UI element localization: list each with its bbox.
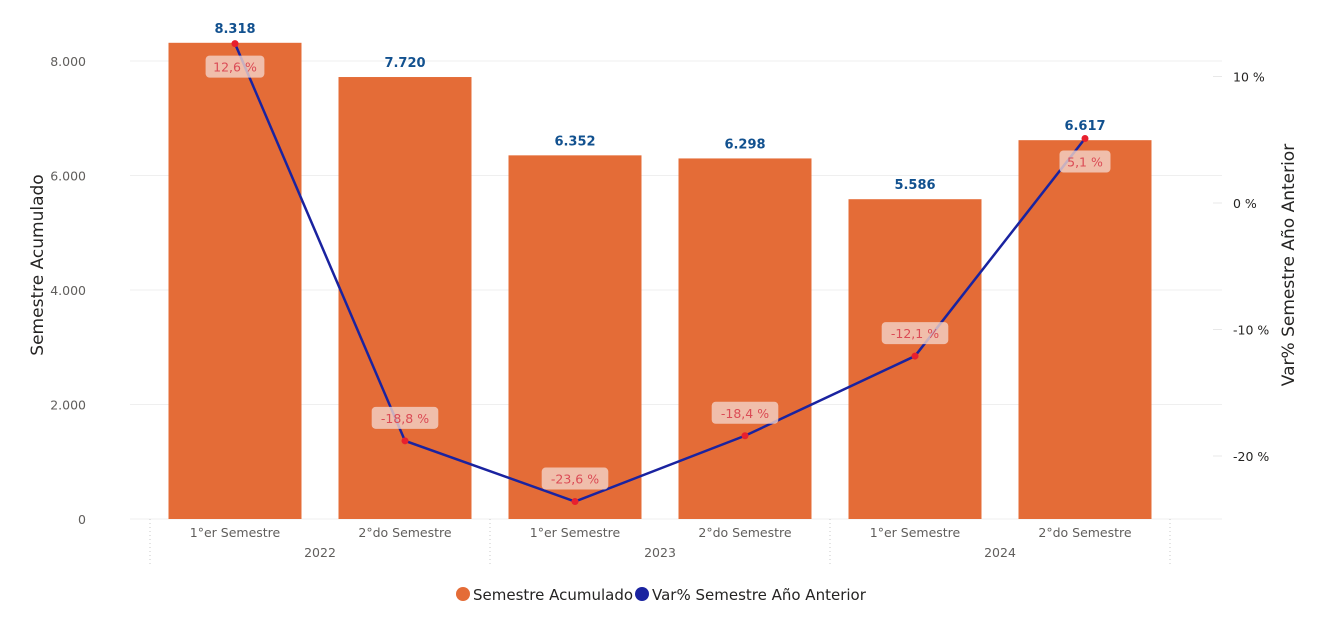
x-tick-label: 1°er Semestre (530, 525, 621, 540)
bar (508, 155, 642, 519)
bar (168, 42, 302, 520)
x-tick-label: 2°do Semestre (358, 525, 452, 540)
x-group-label: 2023 (644, 545, 676, 560)
line-point (231, 40, 239, 48)
bar (338, 77, 472, 519)
x-group-label: 2022 (304, 545, 336, 560)
line-data-label: -18,8 % (381, 411, 429, 426)
legend-label: Semestre Acumulado (473, 586, 633, 604)
line-point (911, 352, 919, 360)
line-data-label: -12,1 % (891, 326, 939, 341)
line-label-bg (541, 467, 609, 490)
y2-tick-label: 10 % (1233, 70, 1265, 85)
x-tick-label: 1°er Semestre (190, 525, 281, 540)
y-tick-label: 8.000 (50, 54, 86, 69)
line-data-label: 12,6 % (213, 60, 257, 75)
y-tick-label: 6.000 (50, 169, 86, 184)
x-tick-label: 1°er Semestre (870, 525, 961, 540)
bar-data-label: 6.298 (724, 137, 765, 152)
y-tick-label: 2.000 (50, 398, 86, 413)
y2-tick-label: 0 % (1233, 196, 1257, 211)
legend-marker-semestre-acumulado (456, 587, 470, 601)
legend-label: Var% Semestre Año Anterior (652, 586, 867, 604)
line-data-label: 5,1 % (1067, 154, 1103, 169)
line-label-bg (1059, 150, 1111, 173)
y2-tick-label: -20 % (1233, 449, 1269, 464)
x-tick-label: 2°do Semestre (698, 525, 792, 540)
x-group-label: 2024 (984, 545, 1016, 560)
y-tick-label: 4.000 (50, 283, 86, 298)
y2-axis-title: Var% Semestre Año Anterior (1279, 144, 1299, 386)
bar-data-label: 7.720 (384, 56, 425, 71)
line-label-bg (711, 401, 779, 424)
x-tick-label: 2°do Semestre (1038, 525, 1132, 540)
line-series (233, 43, 1086, 503)
legend-marker-var-percent (635, 587, 649, 601)
legend: Semestre Acumulado Var% Semestre Año Ante… (456, 586, 867, 604)
line-data-label: -18,4 % (721, 406, 769, 421)
line-label-bg (371, 406, 439, 429)
y-axis-title: Semestre Acumulado (28, 174, 48, 355)
bar-data-label: 6.617 (1064, 119, 1105, 134)
bar (678, 158, 812, 519)
bar-data-label: 6.352 (554, 134, 595, 149)
y2-tick-label: -10 % (1233, 323, 1269, 338)
line-point (401, 437, 409, 445)
line-data-label: -23,6 % (551, 472, 599, 487)
line-point (571, 498, 579, 506)
bar-data-label: 8.318 (214, 22, 255, 37)
y-tick-label: 0 (78, 512, 86, 527)
line-point (1081, 134, 1089, 142)
line-label-bg (205, 55, 265, 78)
bar (1018, 140, 1152, 519)
line-label-bg (881, 322, 949, 345)
line-point (741, 432, 749, 440)
bar-data-label: 5.586 (894, 178, 935, 193)
